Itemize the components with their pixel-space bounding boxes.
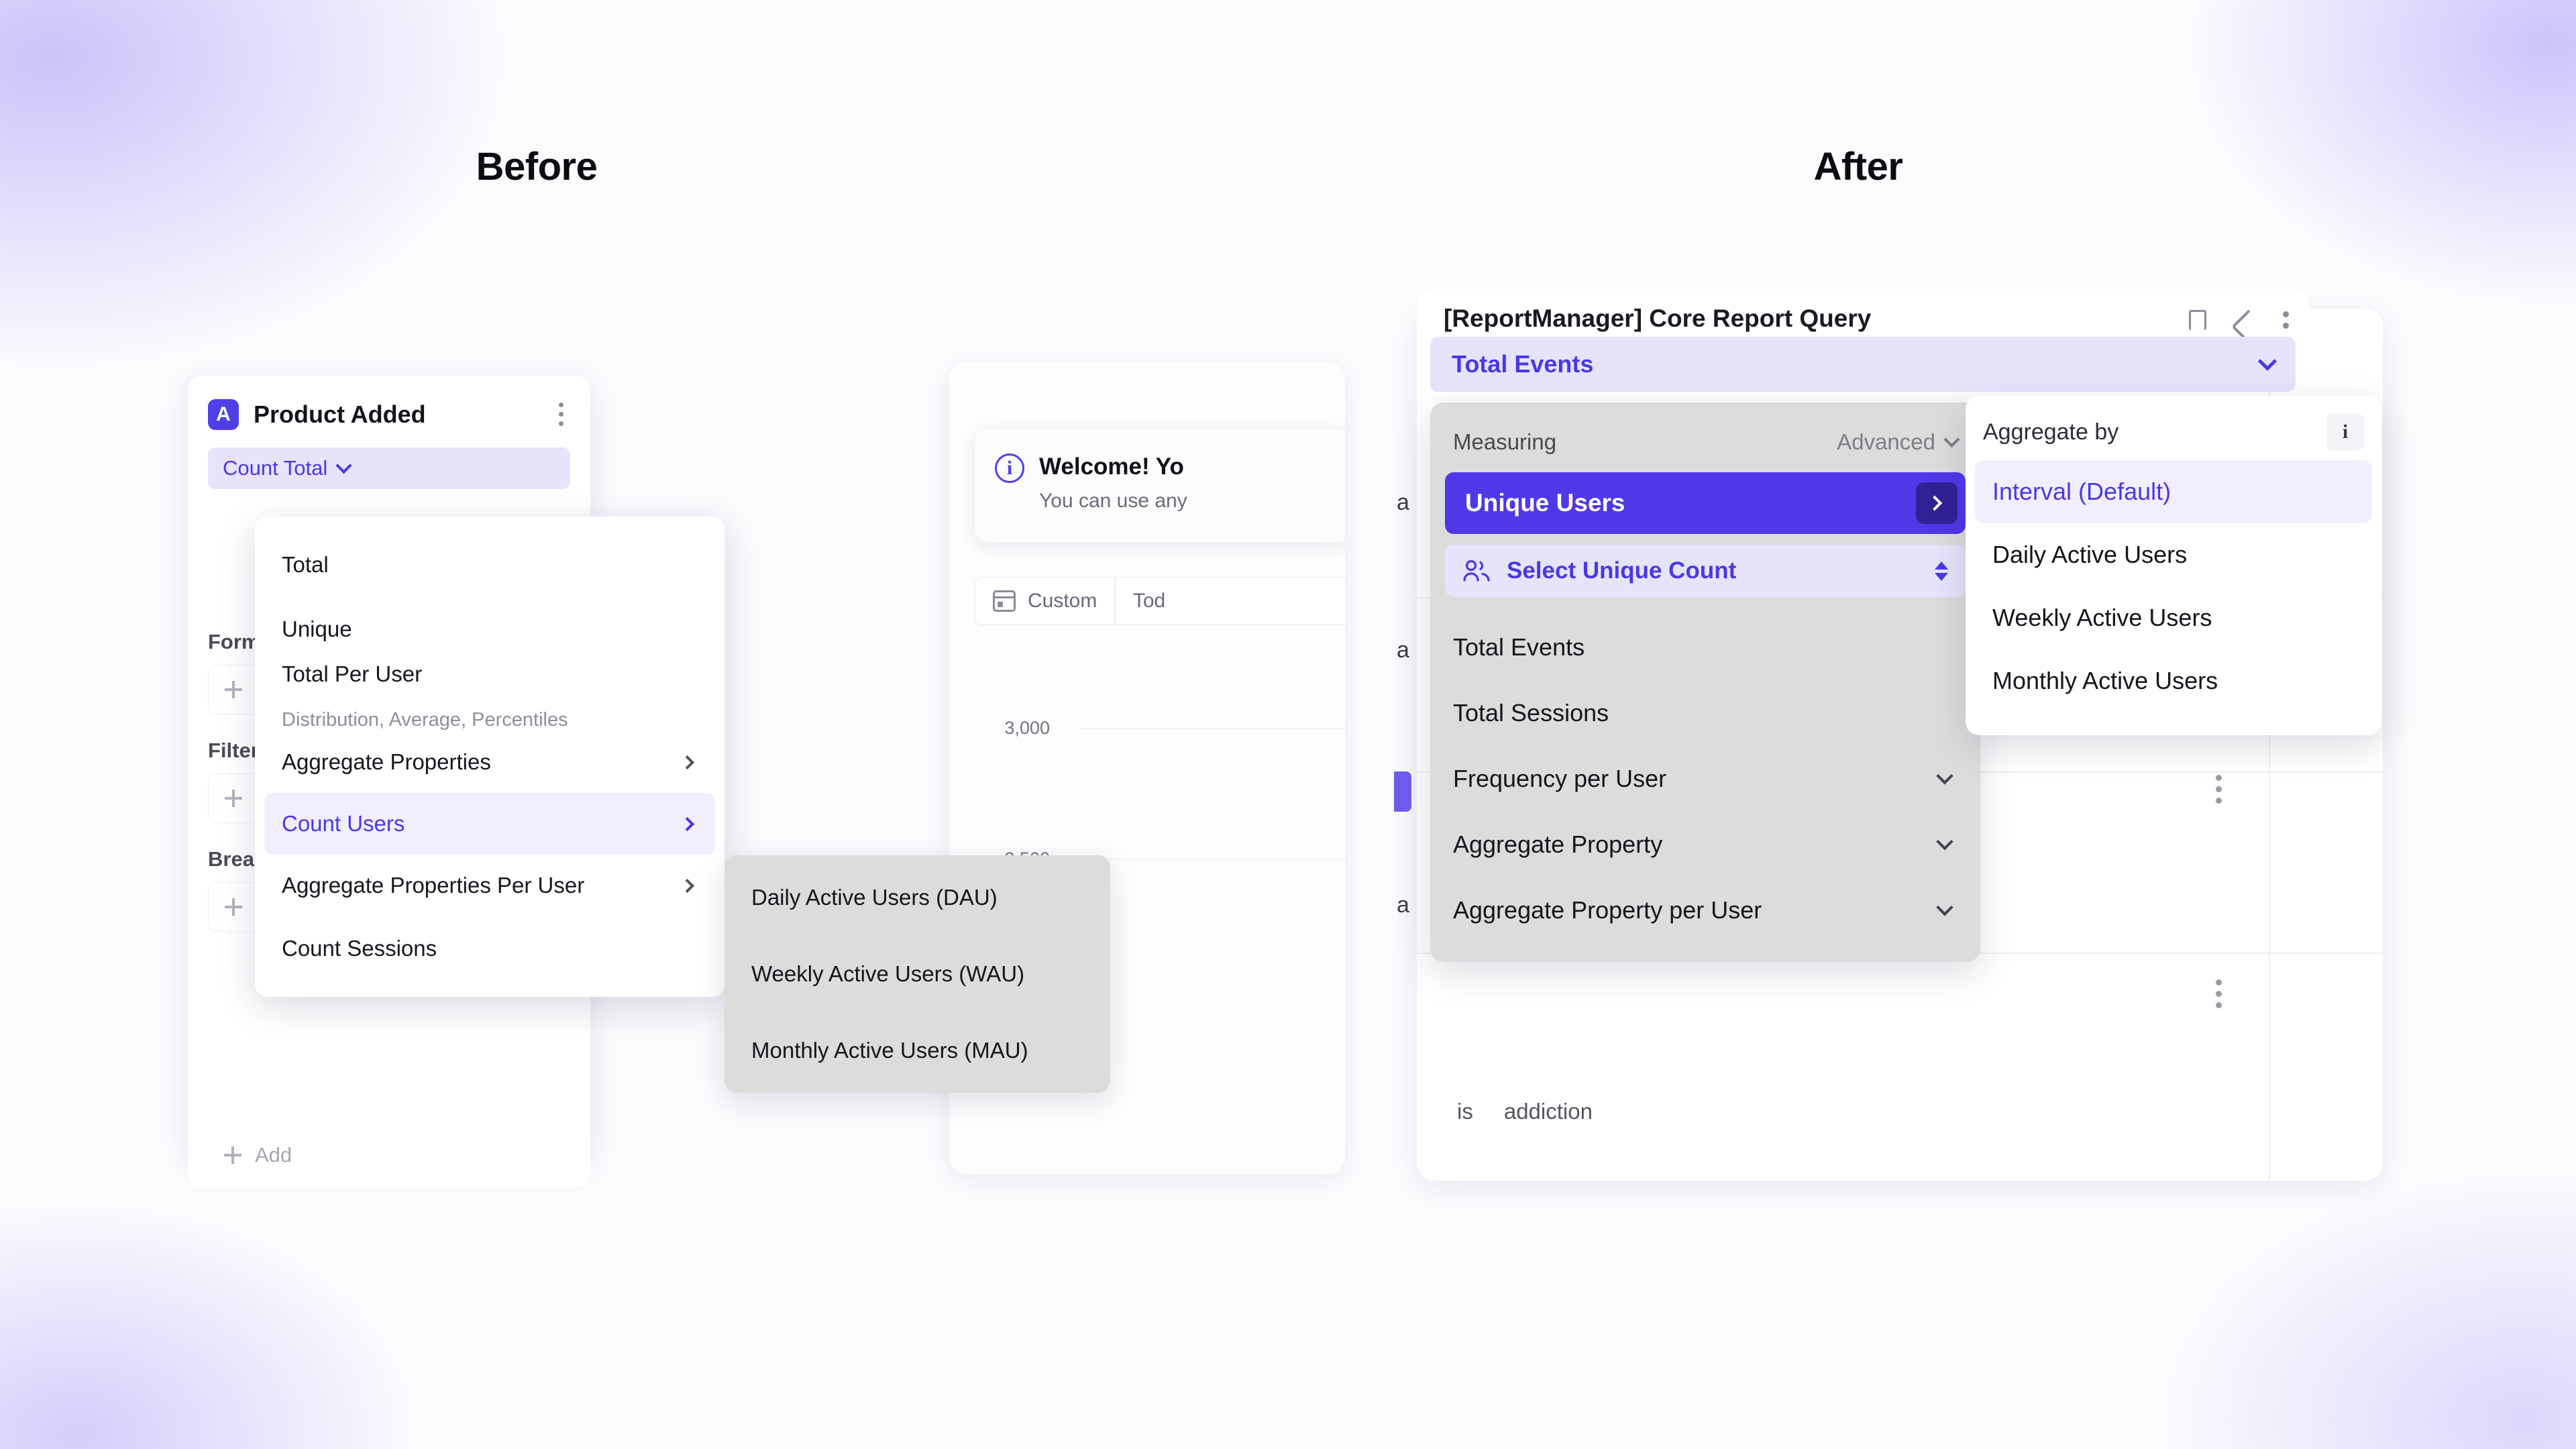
chevron-down-icon <box>1943 431 1960 447</box>
chart-gridline <box>1077 728 1345 729</box>
chevron-down-icon <box>1936 833 1953 851</box>
clipped-row-label: a <box>1397 637 1409 663</box>
measuring-dropdown: Measuring Advanced Unique Users Select U… <box>1430 402 1980 962</box>
date-range-today[interactable]: Tod <box>1116 578 1183 625</box>
advanced-toggle[interactable]: Advanced <box>1837 429 1960 455</box>
before-screenshot-group: 3,000 2,500 i Welcome! Yo You can use an… <box>188 362 1345 1187</box>
chevron-right-icon <box>680 816 695 831</box>
measuring-item-frequency-per-user[interactable]: Frequency per User <box>1430 746 1980 812</box>
welcome-callout: i Welcome! Yo You can use any <box>975 429 1345 542</box>
date-range-custom[interactable]: Custom <box>975 578 1114 625</box>
date-range-custom-label: Custom <box>1028 590 1097 612</box>
menu-item-total[interactable]: Total <box>282 552 329 577</box>
aggregate-by-panel: Aggregate by i Interval (Default) Daily … <box>1966 396 2381 735</box>
aggregate-by-header: Aggregate by i <box>1966 413 2381 460</box>
up-down-chevron-icon <box>1935 561 1948 581</box>
chevron-right-icon <box>680 755 695 769</box>
chevron-down-icon <box>1936 899 1953 916</box>
after-screenshot-group: a a a [ReportManager] Core Report Query … <box>1382 288 2388 1194</box>
count-type-dropdown: Total Unique Total Per User Distribution… <box>255 517 724 997</box>
date-range-control[interactable]: Custom Tod <box>975 577 1345 625</box>
plus-icon <box>225 681 242 698</box>
menu-item-count-sessions[interactable]: Count Sessions <box>282 936 437 961</box>
unique-users-expand-button[interactable] <box>1916 482 1957 524</box>
close-icon[interactable] <box>2233 317 2256 330</box>
advanced-label: Advanced <box>1837 429 1935 454</box>
total-events-chip[interactable]: Total Events <box>1430 337 2296 392</box>
unique-users-label: Unique Users <box>1465 489 1625 517</box>
chevron-down-icon <box>2257 352 2277 371</box>
chevron-right-icon <box>680 878 695 893</box>
info-icon[interactable]: i <box>2326 413 2364 451</box>
submenu-item-wau[interactable]: Weekly Active Users (WAU) <box>751 961 1025 986</box>
after-title-bar: [ReportManager] Core Report Query <box>1417 288 2309 337</box>
report-title: [ReportManager] Core Report Query <box>1444 305 1872 332</box>
kebab-menu-icon[interactable] <box>2215 979 2222 1008</box>
menu-item-total-per-user[interactable]: Total Per User Distribution, Average, Pe… <box>282 661 568 731</box>
page-title-before: Before <box>476 145 598 189</box>
chart-axis-tick: 3,000 <box>1004 718 1050 738</box>
menu-item-unique[interactable]: Unique <box>282 616 352 641</box>
welcome-subtitle: You can use any <box>1039 490 1187 512</box>
measuring-item-total-sessions[interactable]: Total Sessions <box>1453 699 1609 727</box>
divider <box>1114 578 1116 625</box>
event-header: A Product Added <box>208 398 570 430</box>
count-users-submenu: Daily Active Users (DAU) Weekly Active U… <box>724 855 1110 1093</box>
add-bottom-button[interactable]: Add <box>188 1123 590 1187</box>
date-range-today-label: Tod <box>1132 590 1166 612</box>
plus-icon <box>224 1146 241 1164</box>
menu-item-aggregate-properties[interactable]: Aggregate Properties <box>264 731 715 793</box>
count-total-chip[interactable]: Count Total <box>208 447 570 489</box>
filter-value: addiction <box>1503 1099 1593 1124</box>
page-title-after: After <box>1813 145 1903 189</box>
submenu-item-dau[interactable]: Daily Active Users (DAU) <box>751 885 998 910</box>
total-events-label: Total Events <box>1452 350 1594 378</box>
users-icon <box>1463 559 1490 582</box>
chevron-down-icon <box>335 457 352 474</box>
count-total-label: Count Total <box>223 456 328 480</box>
clipped-row-label: a <box>1397 892 1409 918</box>
plus-icon <box>225 790 242 807</box>
submenu-item-mau[interactable]: Monthly Active Users (MAU) <box>751 1038 1028 1063</box>
select-unique-count-label: Select Unique Count <box>1507 557 1737 584</box>
copy-icon[interactable] <box>2189 310 2206 330</box>
aggregate-item-weekly-active-users[interactable]: Weekly Active Users <box>1992 604 2212 631</box>
measuring-header: Measuring Advanced <box>1430 402 1980 472</box>
filter-operator: is <box>1457 1099 1473 1124</box>
measuring-item-total-events[interactable]: Total Events <box>1453 633 1585 661</box>
clipped-row-label: a <box>1397 490 1409 515</box>
welcome-title: Welcome! Yo <box>1039 453 1184 480</box>
kebab-menu-icon[interactable] <box>2215 775 2222 804</box>
chevron-down-icon <box>1936 767 1953 785</box>
aggregate-item-daily-active-users[interactable]: Daily Active Users <box>1992 541 2188 568</box>
filter-bottom-row: is addiction <box>1457 1099 1593 1124</box>
event-badge: A <box>208 398 239 430</box>
menu-item-count-users[interactable]: Count Users <box>264 793 715 855</box>
aggregate-item-monthly-active-users[interactable]: Monthly Active Users <box>1992 667 2218 694</box>
calendar-icon <box>993 590 1016 612</box>
chevron-right-icon <box>1927 495 1943 511</box>
info-circle-icon: i <box>995 453 1024 483</box>
measuring-item-aggregate-property-per-user[interactable]: Aggregate Property per User <box>1430 877 1980 943</box>
aggregate-item-interval-default[interactable]: Interval (Default) <box>1975 460 2372 523</box>
measuring-label: Measuring <box>1453 429 1557 454</box>
add-label: Add <box>255 1143 292 1167</box>
kebab-menu-icon[interactable] <box>2283 311 2289 330</box>
aggregate-by-title: Aggregate by <box>1983 419 2119 445</box>
selected-row-indicator <box>1394 771 1411 812</box>
plus-icon <box>225 898 242 916</box>
kebab-menu-icon[interactable] <box>551 398 570 430</box>
event-title: Product Added <box>254 400 426 428</box>
select-unique-count-field[interactable]: Select Unique Count <box>1445 545 1966 597</box>
menu-item-aggregate-properties-per-user[interactable]: Aggregate Properties Per User <box>264 855 715 916</box>
divider <box>2269 309 2270 1181</box>
measuring-item-aggregate-property[interactable]: Aggregate Property <box>1430 812 1980 877</box>
measuring-item-unique-users[interactable]: Unique Users <box>1445 472 1966 534</box>
